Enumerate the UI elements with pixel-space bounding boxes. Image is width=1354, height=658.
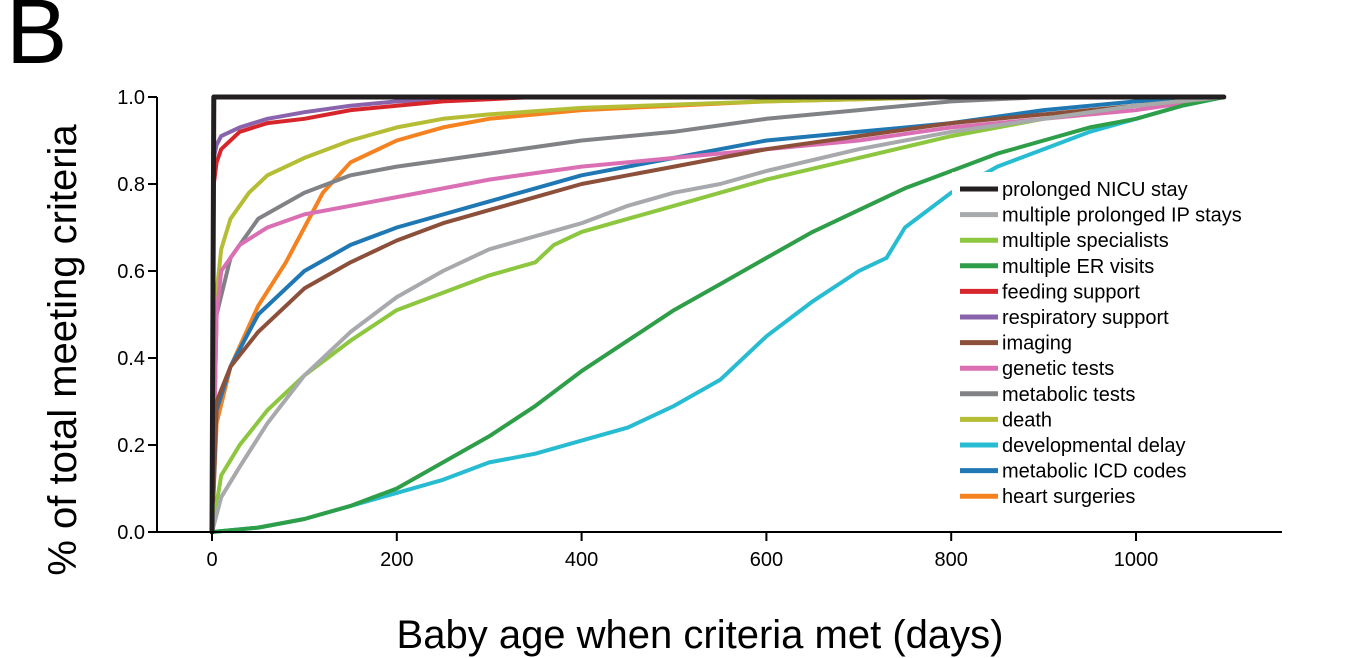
x-tick-label-0: 0 bbox=[206, 549, 217, 571]
x-axis-title: Baby age when criteria met (days) bbox=[397, 613, 1004, 657]
legend-label-12: heart surgeries bbox=[1002, 486, 1135, 508]
legend-label-7: genetic tests bbox=[1002, 358, 1114, 380]
x-tick-label-4: 800 bbox=[935, 549, 968, 571]
panel-letter: B bbox=[6, 0, 68, 83]
legend-background bbox=[952, 172, 1332, 522]
legend-label-9: death bbox=[1002, 409, 1052, 431]
series-line-9 bbox=[210, 95, 1226, 534]
x-tick-label-5: 1000 bbox=[1114, 549, 1159, 571]
legend: prolonged NICU stay multiple prolonged IP… bbox=[952, 172, 1332, 522]
x-tick-label-1: 200 bbox=[380, 549, 413, 571]
y-tick-label-0: 0.0 bbox=[117, 522, 145, 544]
series-layer bbox=[209, 94, 1227, 535]
ticks: 0 200 400 600 800 1000 0.0 0.2 0.4 0.6 0.8 1.0 bbox=[117, 87, 1158, 571]
y-tick-label-5: 1.0 bbox=[117, 87, 145, 109]
x-tick-label-3: 600 bbox=[750, 549, 783, 571]
series-line-6 bbox=[210, 95, 1226, 534]
legend-label-10: developmental delay bbox=[1002, 435, 1185, 457]
series-line-7 bbox=[210, 95, 1226, 534]
series-line-3 bbox=[210, 95, 1226, 534]
legend-label-3: multiple ER visits bbox=[1002, 256, 1154, 278]
legend-label-2: multiple specialists bbox=[1002, 230, 1169, 252]
x-tick-label-2: 400 bbox=[565, 549, 598, 571]
legend-label-4: feeding support bbox=[1002, 281, 1140, 303]
series-line-11 bbox=[210, 95, 1226, 534]
series-line-1 bbox=[210, 95, 1226, 534]
y-tick-label-3: 0.6 bbox=[117, 261, 145, 283]
legend-label-1: multiple prolonged IP stays bbox=[1002, 205, 1242, 227]
series-line-2 bbox=[210, 95, 1226, 534]
legend-label-8: metabolic tests bbox=[1002, 384, 1135, 406]
legend-label-0: prolonged NICU stay bbox=[1002, 179, 1188, 201]
series-line-10 bbox=[210, 95, 1226, 534]
y-axis-title: % of total meeting criteria bbox=[41, 124, 85, 576]
y-tick-label-4: 0.8 bbox=[117, 174, 145, 196]
legend-label-11: metabolic ICD codes bbox=[1002, 461, 1187, 483]
series-line-0 bbox=[209, 94, 1227, 535]
y-tick-label-1: 0.2 bbox=[117, 435, 145, 457]
legend-label-5: respiratory support bbox=[1002, 307, 1169, 329]
y-tick-label-2: 0.4 bbox=[117, 348, 145, 370]
axes bbox=[156, 97, 1282, 533]
legend-label-6: imaging bbox=[1002, 333, 1072, 355]
